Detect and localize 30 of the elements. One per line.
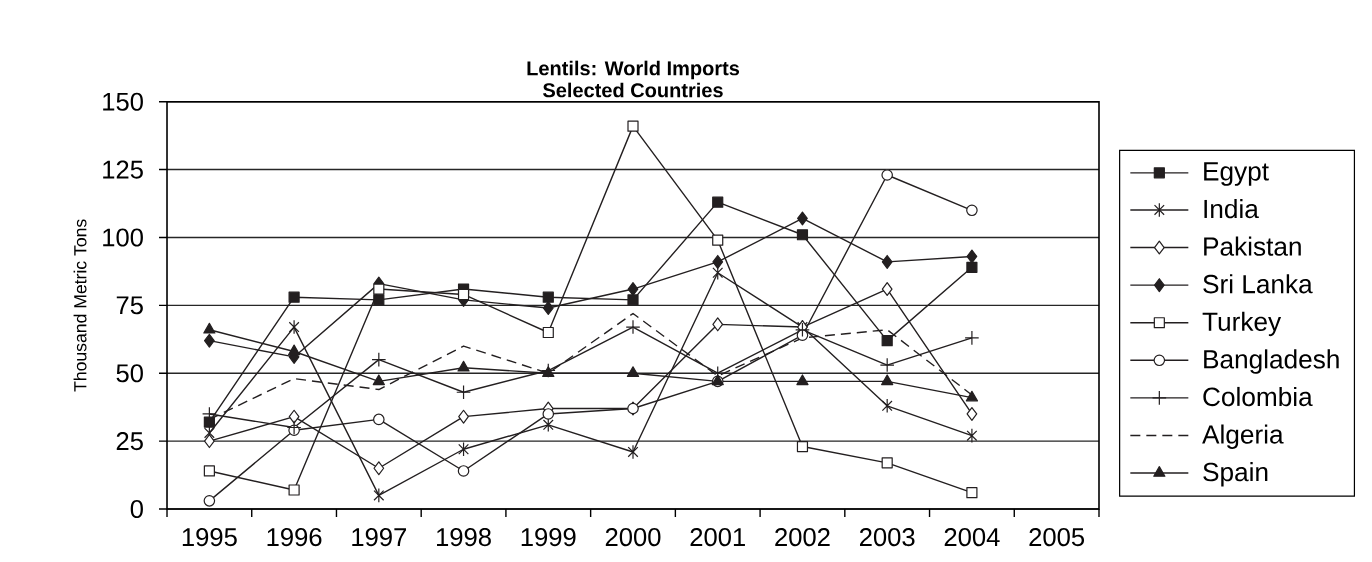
- y-tick-label: 100: [103, 228, 143, 247]
- x-tick-label: 2005: [1029, 528, 1085, 547]
- x-tick-label: 2003: [859, 528, 915, 547]
- y-tick-label: 50: [116, 364, 143, 383]
- y-tick-label: 150: [103, 92, 143, 111]
- x-tick-label: 2001: [690, 528, 745, 547]
- legend-label: Turkey: [1202, 311, 1282, 337]
- x-tick-label: 1999: [521, 528, 576, 547]
- x-tick-label: 1995: [182, 528, 237, 547]
- x-tick-label: 2000: [605, 528, 661, 547]
- y-tick-label: 25: [116, 432, 143, 451]
- chart-title: Lentils: World Imports: [527, 60, 740, 80]
- legend-label: India: [1204, 198, 1259, 219]
- legend-label: Colombia: [1203, 386, 1313, 407]
- y-tick-label: 0: [130, 499, 143, 519]
- x-tick-label: 2002: [775, 528, 830, 547]
- legend-label: Egypt: [1204, 162, 1269, 186]
- x-tick-label: 1998: [437, 528, 491, 547]
- legend-label: Bangladesh: [1204, 349, 1339, 374]
- legend-label: Algeria: [1202, 424, 1284, 449]
- x-tick-label: 1996: [267, 528, 322, 547]
- x-tick-label: 1997: [352, 528, 407, 547]
- y-tick-label: 125: [103, 160, 143, 179]
- legend-label: Spain: [1203, 462, 1268, 487]
- y-tick-label: 75: [116, 296, 143, 315]
- legend-label: Sri Lanka: [1203, 274, 1313, 294]
- x-tick-label: 2004: [944, 528, 1000, 547]
- legend-label: Pakistan: [1204, 236, 1301, 256]
- y-axis-title: Thousand Metric Tons: [73, 219, 87, 392]
- chart-subtitle: Selected Countries: [542, 82, 723, 98]
